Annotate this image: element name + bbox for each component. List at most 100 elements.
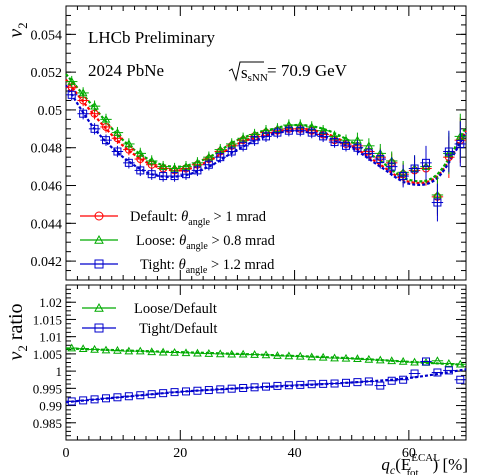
data-point — [79, 109, 88, 118]
upper-plot-frame — [65, 5, 467, 281]
data-point — [341, 353, 351, 362]
y-tick-label: 0.052 — [31, 66, 63, 81]
data-point — [250, 136, 259, 145]
data-point — [124, 158, 133, 167]
data-point — [433, 368, 442, 377]
data-point — [102, 136, 110, 145]
data-point — [433, 198, 442, 207]
data-point — [136, 166, 145, 175]
y-tick-label: 0.044 — [31, 217, 63, 232]
data-point — [170, 172, 179, 181]
data-point — [147, 390, 156, 399]
y-tick-label: 1.02 — [39, 295, 62, 310]
data-point — [90, 344, 99, 353]
upper-data-points — [66, 75, 466, 222]
data-point — [399, 172, 408, 181]
data-point — [273, 351, 282, 359]
data-point — [90, 395, 99, 404]
sqrt-symbol — [228, 61, 264, 82]
x-tick-label: 20 — [173, 446, 187, 461]
data-point — [158, 162, 168, 170]
data-point — [284, 381, 293, 390]
data-point — [318, 352, 328, 361]
data-point — [422, 158, 430, 167]
y-tick-label: 0.05 — [38, 104, 63, 119]
lower-fit-curves — [65, 347, 467, 404]
upper-legend: Default: θangle > 1 mrad Loose: θangle > … — [80, 209, 276, 276]
data-point — [113, 147, 122, 156]
data-point — [250, 383, 259, 392]
data-point — [330, 138, 339, 147]
lower-data-points — [66, 343, 466, 406]
x-tick-label: 0 — [63, 446, 70, 461]
data-point — [124, 392, 133, 401]
y-tick-label: 1.01 — [39, 330, 62, 345]
data-point — [101, 114, 111, 123]
data-point — [147, 170, 156, 179]
data-point — [67, 90, 76, 99]
data-point — [295, 351, 305, 360]
data-point — [227, 147, 236, 156]
data-point — [262, 132, 270, 141]
data-point — [353, 354, 362, 363]
data-point — [342, 378, 350, 387]
dataset-label: 2024 PbNe — [88, 61, 164, 80]
data-point — [158, 347, 168, 356]
data-point — [376, 381, 385, 390]
upper-panel: 0.042 0.044 0.046 0.048 0.05 0.052 0.054 v2 LH… — [5, 5, 467, 281]
data-point — [296, 126, 305, 135]
data-point — [273, 128, 282, 137]
y-tick-label: 0.99 — [39, 399, 62, 414]
data-point — [238, 349, 248, 358]
y-tick-label: 1 — [56, 364, 63, 379]
data-point — [307, 380, 316, 389]
data-point — [261, 350, 271, 359]
y-tick-label: 0.985 — [33, 416, 62, 431]
legend-marker — [94, 211, 104, 221]
legend-marker — [94, 302, 104, 312]
legend-marker — [94, 259, 104, 269]
legend-label: Default: θangle > 1 mrad — [130, 209, 267, 228]
data-point — [182, 170, 190, 179]
data-point — [387, 376, 396, 385]
y-tick-label: 0.046 — [31, 180, 63, 195]
data-point — [124, 346, 134, 355]
data-point — [296, 380, 305, 389]
data-point — [159, 389, 168, 398]
data-point — [250, 350, 259, 358]
data-point — [410, 369, 419, 378]
energy-label: ssNN = 70.9 GeV — [228, 61, 348, 84]
fit-curve — [65, 84, 467, 187]
data-point — [444, 366, 453, 375]
data-point — [170, 388, 179, 397]
data-point — [456, 139, 465, 148]
data-point — [90, 101, 99, 110]
lower-y-axis-title: v2 ratio — [5, 303, 30, 360]
energy-subscript: ssNN — [241, 63, 268, 84]
y-tick-label: 0.042 — [31, 255, 63, 270]
y-tick-label: 1.015 — [33, 312, 62, 327]
lhcb-preliminary-label: LHCb Preliminary — [88, 28, 216, 47]
data-point — [433, 356, 442, 365]
data-point — [330, 379, 339, 388]
lower-ticks: 0 20 40 60 0.985 0.99 0.995 1 1.005 1.01 1.015 1.02 — [33, 285, 467, 461]
data-point — [444, 147, 453, 156]
data-point — [456, 375, 465, 384]
legend-label: Tight/Default — [139, 321, 217, 337]
data-point — [307, 128, 316, 137]
data-point — [399, 375, 408, 384]
data-point — [67, 77, 77, 85]
y-tick-label: 0.054 — [31, 28, 63, 43]
fit-curve — [65, 368, 467, 404]
data-point — [182, 387, 190, 396]
data-point — [262, 382, 270, 391]
data-point — [181, 348, 191, 357]
data-point — [193, 348, 202, 357]
data-point — [113, 345, 122, 354]
data-point — [273, 381, 282, 390]
data-point — [444, 359, 454, 367]
data-point — [284, 351, 294, 360]
y-tick-label: 1.005 — [33, 347, 62, 362]
data-point — [147, 156, 157, 165]
